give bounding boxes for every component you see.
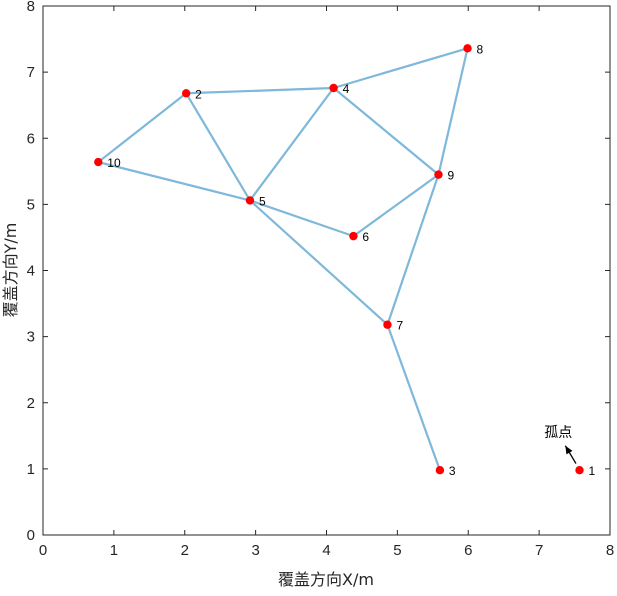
x-tick-label: 4 (322, 542, 330, 559)
edge-8-9 (437, 47, 469, 176)
node-label-5: 5 (259, 194, 266, 208)
annotation-label: 孤点 (544, 425, 572, 441)
node-9 (434, 170, 443, 179)
y-tick-label: 4 (27, 263, 35, 280)
node-7 (383, 320, 392, 329)
node-4 (329, 83, 338, 93)
node-label-4: 4 (343, 82, 350, 96)
y-tick-label: 7 (27, 64, 35, 81)
x-tick-label: 3 (251, 542, 259, 559)
y-tick-label: 0 (27, 527, 35, 544)
y-tick-label: 1 (27, 461, 35, 478)
x-tick-label: 6 (464, 542, 472, 559)
edge-4-5 (248, 86, 335, 202)
node-label-9: 9 (447, 169, 454, 183)
network-node-labels: 1 2 3 4 5 6 7 8 9 10 (107, 42, 595, 478)
y-tick-label: 3 (27, 329, 35, 346)
annotation-arrowhead (565, 445, 573, 455)
y-axis-label: 覆盖方向Y/m (1, 223, 20, 318)
node-label-2: 2 (195, 87, 202, 101)
x-tick-label: 5 (393, 542, 401, 559)
edge-2-4 (185, 86, 335, 95)
node-6 (349, 231, 358, 241)
edge-10-5 (97, 160, 252, 202)
y-tick-label: 5 (27, 196, 35, 213)
edge-2-5 (185, 92, 252, 202)
y-tick-label: 8 (27, 0, 35, 15)
edge-6-9 (352, 173, 440, 238)
x-axis-label: 覆盖方向X/m (278, 570, 374, 589)
axis-tick-labels: 0 1 2 3 4 5 6 7 8 0 1 2 3 4 5 6 7 8 (27, 0, 615, 559)
edge-7-3 (386, 323, 441, 472)
node-label-3: 3 (449, 464, 456, 478)
network-nodes (94, 44, 584, 475)
y-tick-label: 2 (27, 395, 35, 412)
node-8 (463, 44, 472, 53)
edge-9-4 (332, 86, 440, 176)
node-label-7: 7 (396, 319, 403, 333)
node-5 (245, 196, 255, 205)
x-tick-label: 0 (39, 542, 47, 559)
node-10 (94, 157, 103, 167)
node-3 (435, 465, 445, 475)
x-tick-label: 8 (606, 542, 614, 559)
edge-5-7 (248, 199, 389, 326)
network-edges (97, 47, 469, 472)
x-tick-label: 2 (181, 542, 189, 559)
x-tick-label: 7 (535, 542, 543, 559)
axis-ticks (42, 5, 611, 536)
edge-9-7 (386, 173, 440, 326)
node-label-1: 1 (589, 464, 596, 478)
isolated-point-annotation: 孤点 (544, 425, 577, 464)
edge-5-6 (248, 199, 355, 238)
node-2 (181, 89, 191, 98)
edge-4-8 (332, 47, 469, 90)
node-label-6: 6 (362, 230, 369, 244)
y-tick-label: 6 (27, 130, 35, 147)
node-label-8: 8 (477, 42, 484, 56)
node-1 (575, 465, 584, 475)
node-label-10: 10 (107, 156, 121, 170)
edge-10-2 (97, 92, 188, 164)
x-tick-label: 1 (110, 542, 118, 559)
